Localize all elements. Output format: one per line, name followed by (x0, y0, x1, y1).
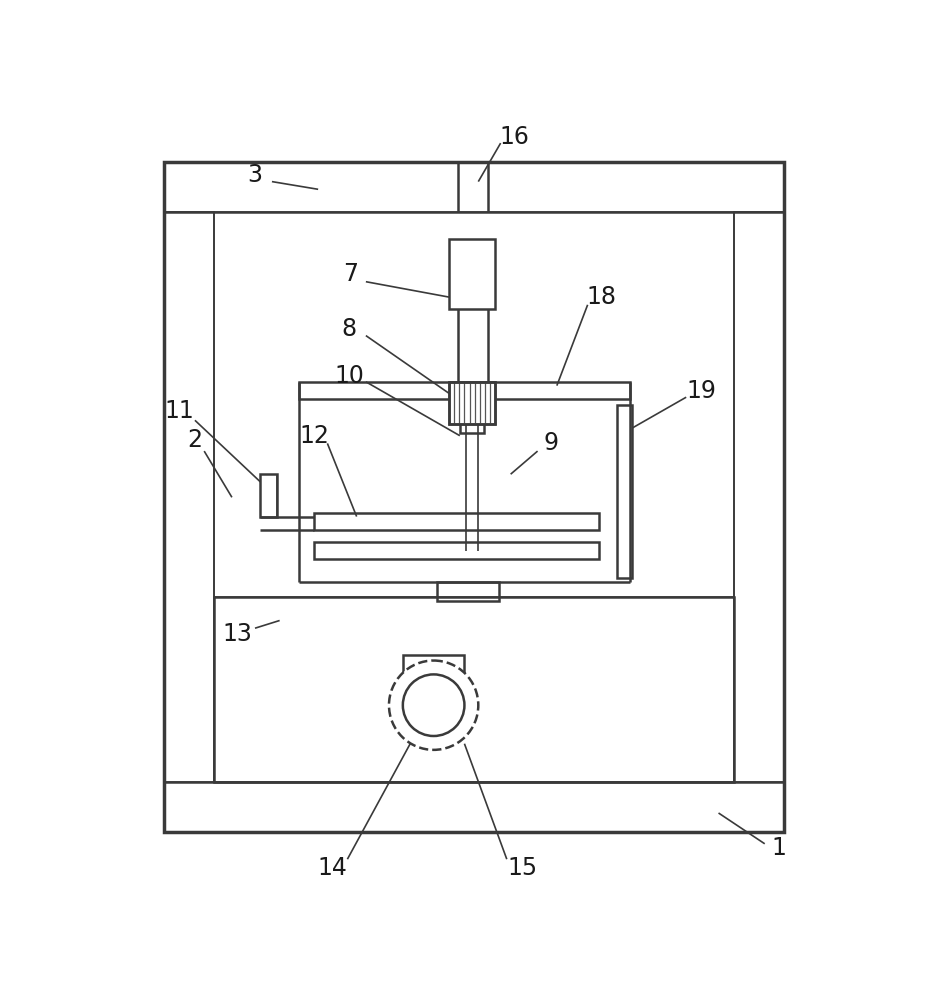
Bar (164, 212, 215, 782)
Bar (314, 513, 599, 530)
Bar (438, 582, 500, 601)
Text: 14: 14 (317, 856, 347, 880)
Text: 9: 9 (543, 431, 558, 455)
Text: 19: 19 (686, 379, 717, 403)
Circle shape (403, 674, 464, 736)
Bar (164, 162, 784, 212)
Circle shape (389, 661, 478, 750)
Bar (449, 382, 495, 424)
Text: 16: 16 (500, 125, 529, 149)
Text: 2: 2 (188, 428, 203, 452)
Bar (449, 239, 495, 309)
Bar (403, 655, 464, 677)
Text: 1: 1 (771, 836, 786, 860)
Text: 13: 13 (222, 622, 253, 646)
Bar (261, 474, 278, 517)
Bar (164, 782, 784, 832)
Bar (734, 212, 784, 782)
Bar (215, 597, 734, 782)
Text: 3: 3 (248, 163, 263, 187)
Text: 15: 15 (507, 856, 537, 880)
Text: 7: 7 (343, 262, 358, 286)
Text: 18: 18 (586, 285, 616, 309)
Bar (299, 382, 630, 399)
Bar (164, 162, 784, 832)
Text: 12: 12 (300, 424, 329, 448)
Bar (449, 382, 495, 424)
Text: 10: 10 (334, 364, 364, 388)
Bar (460, 420, 485, 433)
Bar (617, 405, 633, 578)
Text: 8: 8 (341, 317, 356, 341)
Text: 11: 11 (165, 399, 194, 423)
Bar (314, 542, 599, 559)
